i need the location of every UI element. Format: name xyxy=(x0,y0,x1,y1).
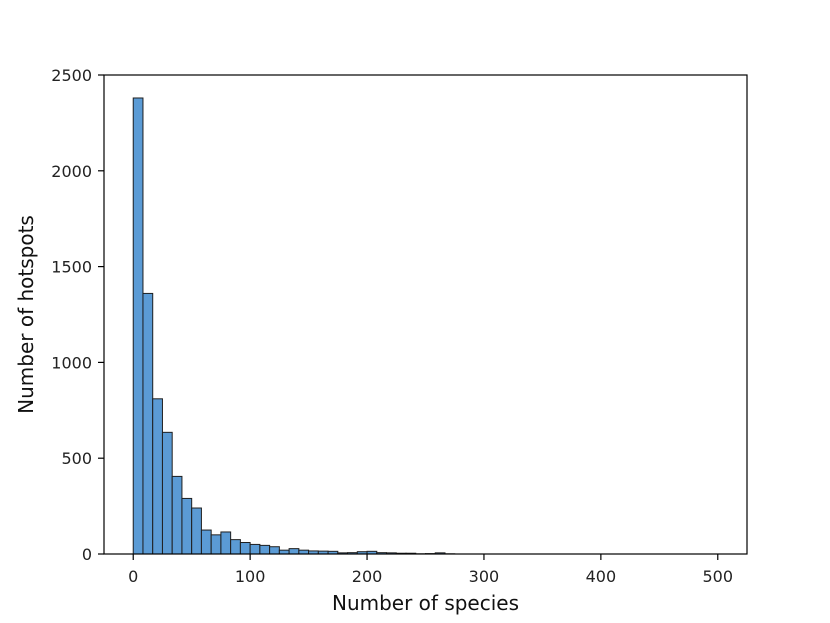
histogram-bar xyxy=(191,507,202,555)
y-tick-label: 2000 xyxy=(51,162,92,181)
histogram-bar xyxy=(181,497,193,555)
histogram-bar xyxy=(200,529,212,555)
x-tick-label: 300 xyxy=(469,567,500,586)
x-tick-label: 100 xyxy=(235,567,266,586)
labels-layer: Number of species Number of hotspots xyxy=(14,215,519,615)
y-tick-label: 0 xyxy=(82,545,92,564)
y-axis-label: Number of hotspots xyxy=(14,215,38,414)
histogram-bar xyxy=(171,475,183,555)
x-tick-label: 400 xyxy=(586,567,617,586)
bars-layer xyxy=(132,97,456,555)
x-tick-label: 500 xyxy=(702,567,733,586)
histogram-bar xyxy=(210,534,222,555)
histogram-bar xyxy=(161,431,173,555)
x-axis-label: Number of species xyxy=(332,591,519,615)
y-tick-label: 1500 xyxy=(51,258,92,277)
x-tick-label: 0 xyxy=(128,567,138,586)
y-tick-label: 1000 xyxy=(51,353,92,372)
histogram-bar xyxy=(152,398,163,555)
histogram-bar xyxy=(230,539,241,555)
histogram-bar xyxy=(142,292,154,555)
histogram-bar xyxy=(239,542,251,555)
plot-frame xyxy=(103,74,748,555)
histogram-bar xyxy=(259,544,271,555)
y-tick-label: 2500 xyxy=(51,66,92,85)
histogram-bar xyxy=(220,531,232,555)
histogram-bar xyxy=(288,548,300,555)
axes-layer: 0 100 200 300 400 500 0 500 1000 1500 2000 2500 xyxy=(51,66,748,586)
x-tick-label: 200 xyxy=(352,567,383,586)
histogram-bar xyxy=(249,543,261,555)
y-tick-label: 500 xyxy=(61,449,92,468)
histogram-bar xyxy=(132,97,144,555)
histogram-bar xyxy=(269,546,280,555)
